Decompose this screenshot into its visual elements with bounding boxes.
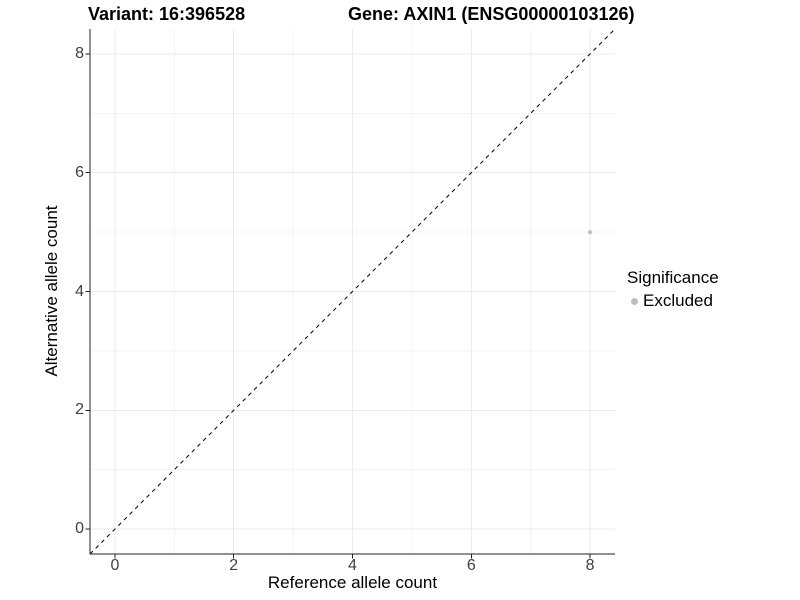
legend-item-excluded: Excluded	[627, 291, 719, 311]
y-tick-label: 8	[75, 44, 84, 62]
y-tick-label: 4	[75, 282, 84, 300]
legend-point-icon	[631, 297, 638, 305]
legend-item-label: Excluded	[643, 291, 713, 310]
identity-dashed-line	[89, 28, 616, 555]
y-axis-title: Alternative allele count	[42, 205, 61, 377]
x-tick-label: 0	[110, 557, 120, 574]
variant-title: Variant: 16:396528	[88, 4, 246, 24]
y-tick-label: 0	[75, 520, 84, 538]
x-tick-label: 2	[229, 557, 239, 574]
y-tick-label: 6	[75, 163, 84, 181]
x-axis-title: Reference allele count	[267, 573, 438, 592]
x-tick-label: 4	[348, 557, 357, 574]
gene-title: Gene: AXIN1 (ENSG00000103126)	[348, 4, 635, 24]
data-point	[588, 230, 593, 235]
x-tick-label: 8	[585, 557, 595, 574]
y-tick-label: 2	[75, 401, 84, 419]
legend: Significance Excluded	[627, 268, 719, 311]
legend-title: Significance	[627, 268, 719, 287]
x-tick-label: 6	[466, 557, 476, 574]
